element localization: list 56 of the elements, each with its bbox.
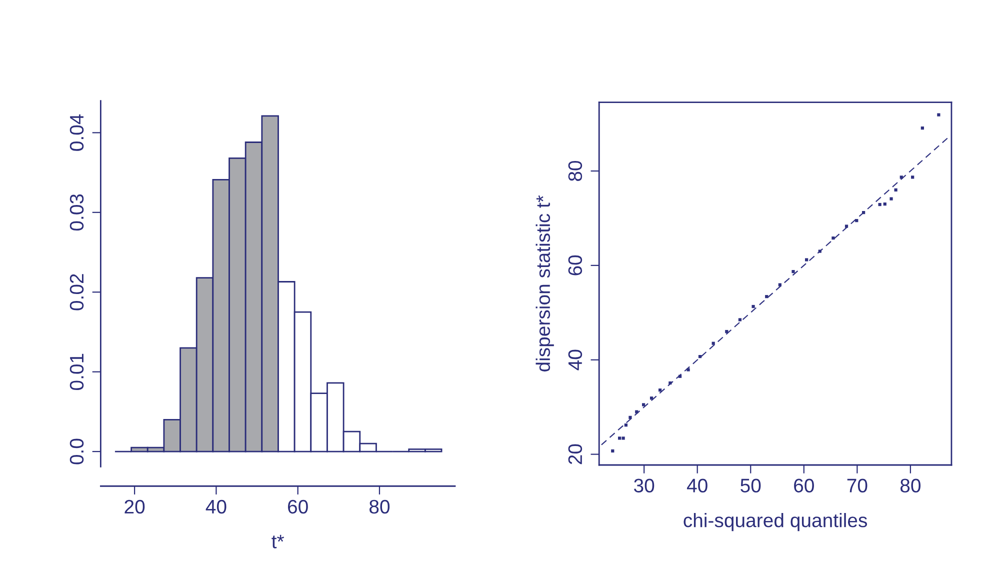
x-tick-label: 30 (634, 478, 654, 492)
point (622, 436, 625, 440)
point (618, 436, 622, 440)
x-tick-label: 40 (206, 500, 226, 514)
y-axis-title: dispersion statistic t* (536, 195, 554, 372)
point (855, 219, 858, 222)
point (658, 388, 662, 392)
point (738, 318, 742, 322)
point (911, 176, 914, 179)
point (650, 396, 654, 400)
y-tick-label: 80 (568, 160, 582, 181)
point (668, 381, 672, 385)
y-tick-label: 0.03 (70, 194, 84, 231)
x-tick-label: 40 (686, 478, 708, 492)
x-axis-title: chi-squared quantiles (684, 512, 868, 532)
x-tick-label: 80 (370, 500, 390, 514)
point (832, 236, 835, 240)
x-tick-label: 60 (288, 500, 308, 514)
point (792, 270, 795, 274)
x-tick-label: 60 (794, 478, 814, 492)
point (920, 126, 924, 130)
point (678, 374, 682, 378)
point (725, 330, 728, 334)
point (878, 202, 882, 206)
x-tick-label: 70 (847, 478, 868, 492)
point (642, 403, 646, 406)
point (900, 176, 903, 179)
point (937, 113, 940, 116)
point (698, 355, 702, 358)
y-tick-label: 60 (568, 255, 582, 276)
y-tick-label: 0.0 (70, 438, 84, 464)
point (628, 416, 632, 420)
point (765, 295, 768, 298)
point (686, 368, 690, 372)
x-axis-title: t* (272, 534, 284, 548)
point (818, 250, 822, 253)
point (611, 449, 614, 453)
x-tick-label: 20 (124, 500, 145, 514)
y-tick-label: 0.01 (70, 354, 84, 390)
x-tick-label: 50 (740, 478, 761, 492)
point (635, 410, 638, 414)
y-tick-label: 40 (568, 350, 582, 370)
point (883, 202, 886, 206)
y-tick-label: 0.04 (70, 114, 84, 151)
y-tick-label: 20 (568, 444, 582, 464)
y-tick-label: 0.02 (70, 274, 84, 310)
point (712, 342, 715, 345)
point (862, 210, 866, 214)
x-tick-label: 80 (900, 478, 920, 492)
point (894, 188, 898, 192)
point (890, 197, 893, 200)
point (844, 224, 848, 228)
point (778, 283, 782, 286)
point (624, 423, 628, 427)
point (752, 304, 755, 308)
point (805, 258, 808, 262)
